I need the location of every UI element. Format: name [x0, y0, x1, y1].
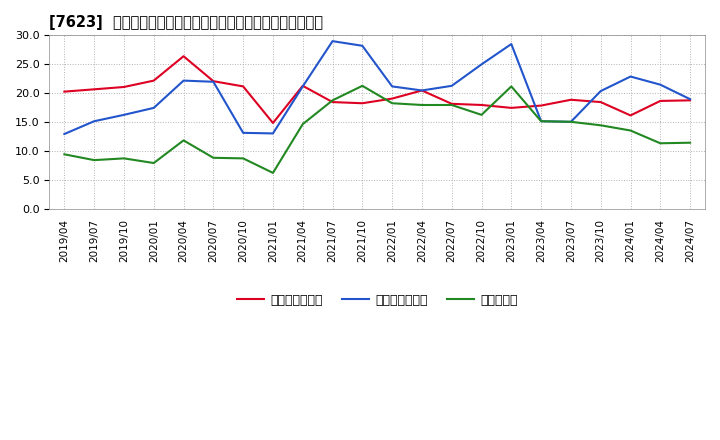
売上債権回転率 [358, 101, 366, 106]
Line: 売上債権回転率: 売上債権回転率 [64, 56, 690, 123]
売上債権回転率 [239, 84, 248, 89]
売上債権回転率 [90, 87, 99, 92]
在庫回転率 [209, 155, 217, 161]
Legend: 売上債権回転率, 買入債務回転率, 在庫回転率: 売上債権回転率, 買入債務回転率, 在庫回転率 [232, 289, 523, 312]
売上債権回転率 [477, 103, 486, 108]
買入債務回転率 [477, 62, 486, 67]
在庫回転率 [388, 101, 397, 106]
在庫回転率 [626, 128, 635, 133]
在庫回転率 [596, 123, 605, 128]
買入債務回転率 [269, 131, 277, 136]
在庫回転率 [685, 140, 694, 145]
在庫回転率 [328, 98, 337, 103]
在庫回転率 [150, 161, 158, 166]
在庫回転率 [179, 138, 188, 143]
買入債務回転率 [358, 43, 366, 48]
在庫回転率 [358, 83, 366, 88]
Line: 在庫回転率: 在庫回転率 [64, 86, 690, 173]
買入債務回転率 [447, 83, 456, 88]
売上債権回転率 [179, 54, 188, 59]
買入債務回転率 [596, 88, 605, 94]
買入債務回転率 [567, 119, 575, 125]
買入債務回転率 [90, 119, 99, 124]
売上債権回転率 [537, 103, 546, 108]
在庫回転率 [567, 119, 575, 125]
Line: 買入債務回転率: 買入債務回転率 [64, 41, 690, 134]
買入債務回転率 [685, 96, 694, 102]
売上債権回転率 [685, 98, 694, 103]
買入債務回転率 [150, 105, 158, 110]
在庫回転率 [60, 152, 68, 157]
売上債権回転率 [418, 88, 426, 93]
Text: [7623]  売上債権回転率、買入債務回転率、在庫回転率の推移: [7623] 売上債権回転率、買入債務回転率、在庫回転率の推移 [50, 15, 323, 30]
売上債権回転率 [447, 101, 456, 106]
在庫回転率 [239, 156, 248, 161]
買入債務回転率 [626, 74, 635, 79]
在庫回転率 [477, 112, 486, 117]
買入債務回転率 [328, 38, 337, 44]
売上債権回転率 [120, 84, 128, 90]
買入債務回転率 [507, 41, 516, 47]
売上債権回転率 [269, 120, 277, 125]
売上債権回転率 [150, 78, 158, 83]
買入債務回転率 [239, 130, 248, 136]
在庫回転率 [447, 103, 456, 108]
在庫回転率 [120, 156, 128, 161]
売上債権回転率 [656, 98, 665, 103]
買入債務回転率 [537, 119, 546, 124]
在庫回転率 [507, 84, 516, 89]
在庫回転率 [656, 141, 665, 146]
在庫回転率 [418, 103, 426, 108]
売上債権回転率 [328, 99, 337, 105]
売上債権回転率 [596, 99, 605, 105]
売上債権回転率 [209, 79, 217, 84]
買入債務回転率 [120, 112, 128, 117]
売上債権回転率 [626, 113, 635, 118]
売上債権回転率 [567, 97, 575, 103]
在庫回転率 [90, 158, 99, 163]
在庫回転率 [537, 119, 546, 124]
売上債権回転率 [60, 89, 68, 94]
在庫回転率 [298, 121, 307, 127]
買入債務回転率 [298, 84, 307, 89]
売上債権回転率 [507, 105, 516, 110]
買入債務回転率 [209, 79, 217, 84]
買入債務回転率 [388, 84, 397, 89]
買入債務回転率 [418, 88, 426, 93]
買入債務回転率 [179, 78, 188, 83]
売上債権回転率 [298, 83, 307, 88]
売上債権回転率 [388, 96, 397, 101]
買入債務回転率 [656, 82, 665, 87]
在庫回転率 [269, 170, 277, 176]
買入債務回転率 [60, 132, 68, 137]
